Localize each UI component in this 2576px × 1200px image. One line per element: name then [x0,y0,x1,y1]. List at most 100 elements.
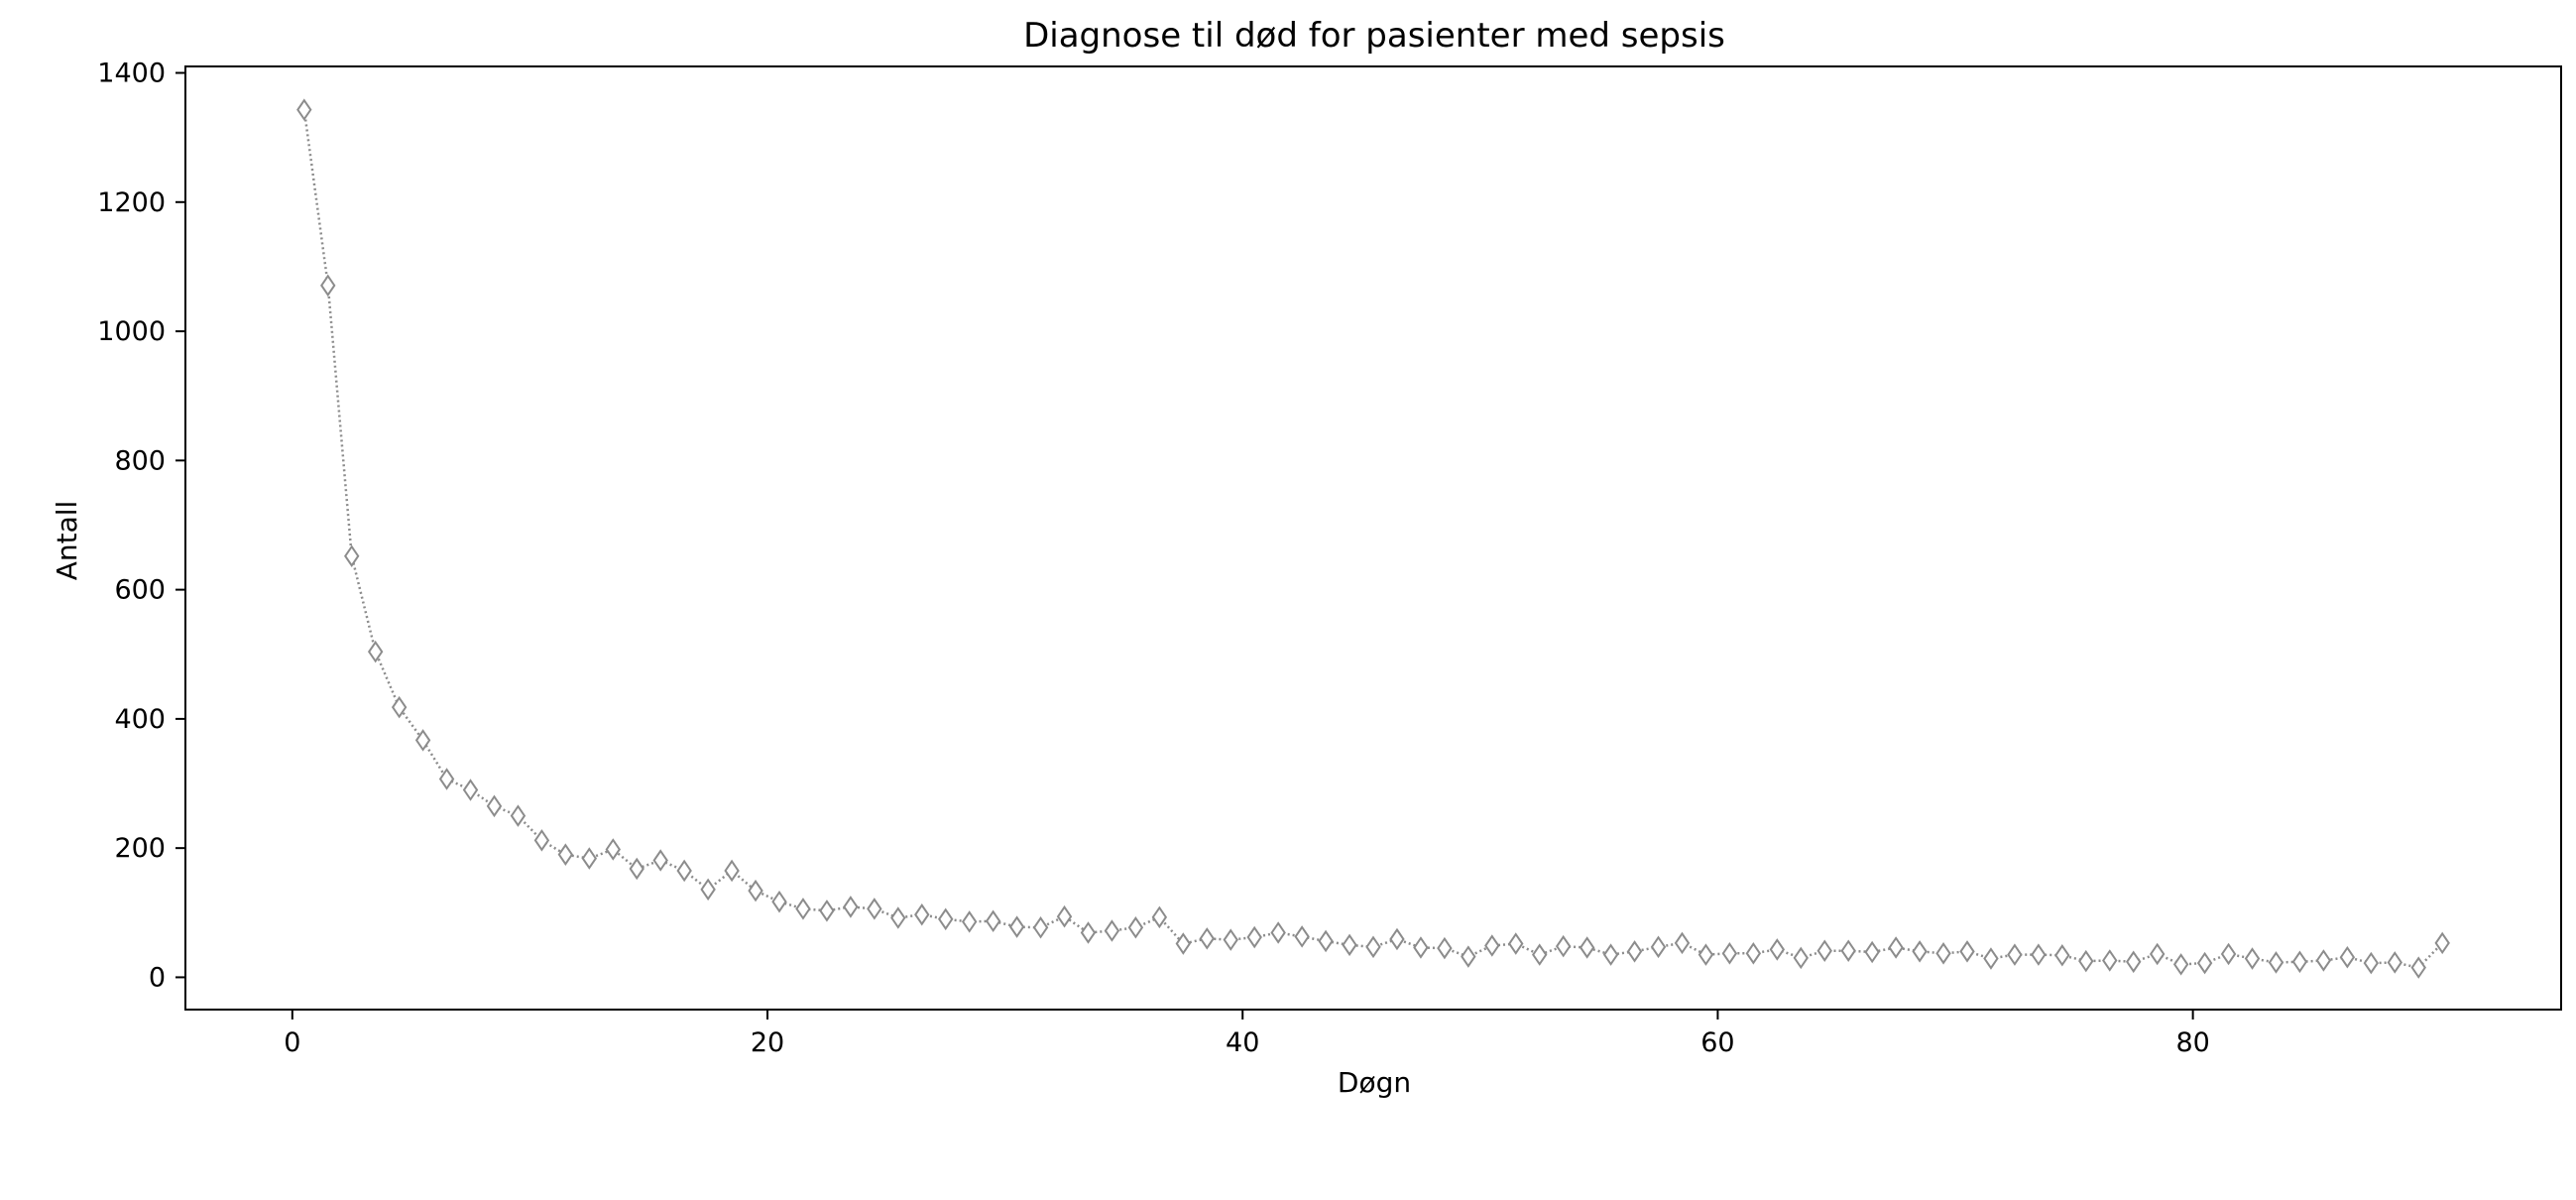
y-axis-label: Antall [51,501,83,581]
x-tick-label: 0 [284,1027,300,1058]
data-point [2172,953,2189,976]
data-point [1935,942,1951,965]
data-point [1912,940,1928,963]
data-point [2031,943,2047,966]
data-point [795,898,811,920]
y-tick-label: 1400 [97,59,166,89]
data-point [367,640,384,663]
data-point [1223,928,1238,951]
data-point [1602,943,1619,966]
data-point [1246,925,1262,949]
data-point [1484,934,1500,957]
data-point [1104,919,1120,942]
data-point [2149,942,2166,966]
data-point [1840,939,1856,962]
data-point [748,879,763,902]
data-point [2434,931,2450,955]
data-point [843,896,859,918]
data-point [700,878,716,901]
data-point [819,900,835,922]
data-point [771,890,787,913]
data-point [1080,921,1097,944]
data-point [414,729,431,752]
data-point [2220,942,2237,966]
data-point [890,906,906,929]
plot-frame [184,65,2562,1011]
y-tick-label: 1000 [97,316,166,347]
data-point [1555,934,1572,958]
data-point [1769,938,1786,961]
data-point [1199,927,1215,950]
y-tick-label: 600 [114,575,166,606]
data-point [2387,951,2402,974]
data-point [914,902,930,926]
data-point [2054,944,2070,967]
y-tick-label: 200 [114,833,166,864]
data-point [1461,945,1476,968]
data-point [1626,940,1643,963]
data-point [605,838,621,861]
y-tick-label: 400 [114,704,166,735]
data-point [1127,916,1144,939]
data-point [1294,925,1310,948]
data-point [1698,943,1714,966]
data-point [724,859,740,883]
data-point [391,695,408,719]
x-tick-label: 80 [2175,1027,2209,1058]
data-point [1437,936,1453,960]
y-tick-label: 1200 [97,187,166,218]
x-tick-label: 40 [1226,1027,1259,1058]
data-point [1151,905,1168,929]
data-point [581,847,598,870]
data-point [2268,951,2284,974]
data-point [2363,951,2380,975]
data-point [1056,904,1073,928]
data-point [1983,947,1999,970]
data-point [2410,956,2426,979]
data-point [985,909,1001,933]
data-point [1888,936,1904,959]
data-point [2196,951,2213,975]
x-axis-label: Døgn [1338,1066,1411,1099]
data-point [1318,929,1334,953]
data-point [486,794,503,818]
data-point [1342,933,1357,957]
data-point [1745,942,1762,965]
data-point [344,544,360,568]
data-point [2007,943,2023,966]
x-tick-label: 60 [1700,1027,1734,1058]
data-point [2078,949,2094,973]
data-point [2291,950,2308,974]
data-point [320,274,336,298]
data-point [1816,939,1832,962]
data-point [296,98,312,121]
data-point [2102,949,2118,972]
y-tick-label: 800 [114,445,166,476]
data-point [1032,916,1049,939]
data-point [1389,927,1405,951]
data-point [1508,932,1524,955]
series-line [302,109,2444,970]
data-point [1365,935,1381,959]
data-point [1008,915,1025,938]
data-point [557,843,574,866]
data-point [1721,942,1738,965]
data-point [1674,931,1691,955]
data-point [1270,921,1286,944]
data-point [438,768,455,790]
y-tick-label: 0 [149,962,166,993]
data-point [676,859,692,883]
data-point [2244,947,2261,970]
data-point [1864,940,1880,964]
chart-title: Diagnose til død for pasienter med sepsi… [1023,16,1725,56]
data-point [2315,949,2332,972]
data-point [1959,940,1975,963]
data-point [1532,943,1548,966]
data-point [867,898,882,920]
data-point [1793,946,1809,970]
data-point [2339,945,2356,969]
data-point [629,857,644,881]
data-point [1650,935,1667,959]
data-point [533,829,550,852]
